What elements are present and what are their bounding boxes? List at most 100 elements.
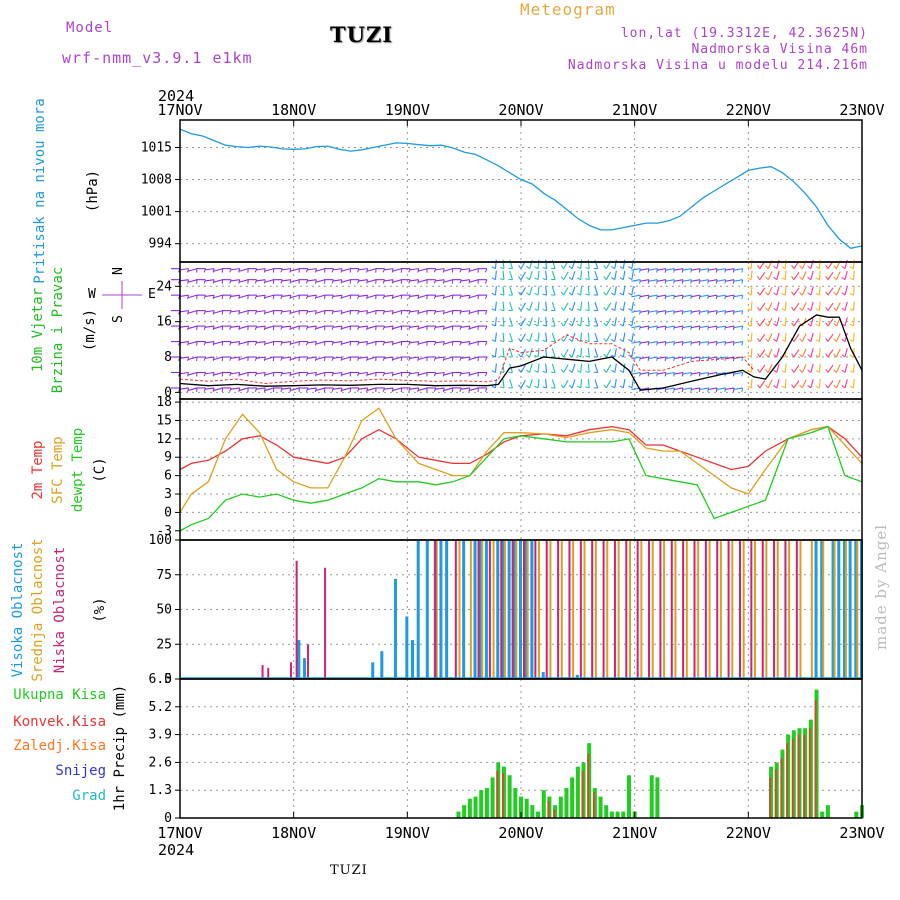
wind-barb-flag xyxy=(656,341,658,346)
wind-barb xyxy=(784,259,787,269)
cloud-bar xyxy=(507,540,511,679)
wind-barb-flag xyxy=(791,276,795,280)
wind-barb xyxy=(784,301,787,311)
wind-barb-flag xyxy=(765,322,769,327)
wind-barb xyxy=(759,287,766,296)
wind-barb-flag xyxy=(849,385,854,389)
wind-barb xyxy=(716,356,726,360)
wind-barb-flag xyxy=(576,277,581,281)
cloud-bar xyxy=(854,540,858,679)
wind-barb-flag xyxy=(263,387,266,392)
wind-barb-flag xyxy=(187,356,190,362)
precip-total-bar xyxy=(820,811,825,818)
wind-barb xyxy=(264,341,274,345)
wind-barb xyxy=(502,270,505,280)
wind-barb-flag xyxy=(841,265,846,270)
precip-conv-bar xyxy=(780,758,783,818)
wind-barb xyxy=(460,294,470,297)
cloud-bar xyxy=(545,540,548,679)
wind-barb xyxy=(179,268,189,271)
y-tick-label: 25 xyxy=(156,637,172,652)
wind-barb-flag xyxy=(732,310,735,315)
wind-barb-flag xyxy=(791,265,795,269)
wind-barb xyxy=(631,301,634,311)
wind-barb xyxy=(494,363,497,373)
wind-barb xyxy=(587,270,590,280)
wind-barb-flag xyxy=(229,310,232,315)
wind-barb xyxy=(631,310,641,313)
wind-barb-flag xyxy=(238,341,241,346)
wind-barb-flag xyxy=(690,279,692,284)
wind-barb xyxy=(502,317,505,327)
wind-barb xyxy=(818,332,821,342)
wind-barb-flag xyxy=(807,323,812,327)
wind-barb-flag xyxy=(664,372,667,377)
cloud-bar xyxy=(538,540,541,679)
wind-barb xyxy=(384,310,394,313)
cloud-bar xyxy=(303,658,307,679)
wind-barb-flag xyxy=(757,276,761,280)
wind-barb xyxy=(691,356,701,360)
wind-barb-flag xyxy=(187,372,190,377)
wind-barb-flag xyxy=(263,341,266,346)
wind-barb xyxy=(551,317,556,327)
wind-barb-flag xyxy=(468,325,471,331)
wind-barb-flag xyxy=(366,268,369,273)
wind-barb-flag xyxy=(263,279,266,284)
wind-barb-flag xyxy=(747,339,752,342)
wind-barb-flag xyxy=(628,385,633,389)
y-tick-label: -3 xyxy=(156,524,172,539)
wind-barb-flag xyxy=(639,372,641,377)
wind-barb xyxy=(545,286,548,296)
wind-barb xyxy=(563,271,569,280)
wind-barb-flag xyxy=(825,322,829,327)
wind-barb-flag xyxy=(314,279,317,284)
wind-barb-flag xyxy=(799,265,803,269)
wind-barb-flag xyxy=(212,295,215,300)
wind-barb xyxy=(179,387,189,390)
cloud-bar xyxy=(822,540,825,679)
wind-barb xyxy=(460,371,470,375)
wind-barb-flag xyxy=(357,279,360,284)
wind-barb xyxy=(674,294,684,298)
cloud-bar xyxy=(651,540,654,679)
wind-barb xyxy=(435,325,445,328)
wind-barb-flag xyxy=(484,372,488,377)
wind-barb-flag xyxy=(773,338,778,342)
wind-barb xyxy=(665,341,675,344)
wind-barb-flag xyxy=(628,308,633,312)
wind-barb xyxy=(656,325,667,329)
wind-barb xyxy=(801,333,807,342)
wind-barb-flag xyxy=(681,387,684,392)
cloud-bar xyxy=(513,540,517,679)
wind-barb xyxy=(852,348,855,358)
wind-barb-flag xyxy=(673,279,675,284)
wind-barb-flag xyxy=(408,341,411,346)
precip-total-bar xyxy=(484,788,489,818)
wind-barb xyxy=(551,286,556,296)
wind-barb-flag xyxy=(203,372,207,377)
wind-barb-flag xyxy=(289,341,292,346)
wind-barb xyxy=(818,259,821,269)
wind-barb-flag xyxy=(408,387,411,392)
wind-barb xyxy=(205,356,215,359)
wind-barb xyxy=(537,259,540,269)
wind-barb-flag xyxy=(254,310,258,315)
wind-barb-flag xyxy=(841,369,846,373)
wind-barb xyxy=(494,259,497,269)
wind-barb xyxy=(708,294,718,298)
wind-barb xyxy=(587,378,590,389)
wind-barb xyxy=(418,294,428,299)
wind-barb-flag xyxy=(849,339,854,342)
wind-barb-flag xyxy=(468,356,471,362)
wind-barb xyxy=(529,270,533,280)
wind-barb xyxy=(571,317,576,327)
wind-barb xyxy=(520,302,526,311)
wind-barb xyxy=(509,379,513,389)
wind-barb-flag xyxy=(603,276,607,280)
compass-s: S xyxy=(111,315,126,323)
wind-barb xyxy=(725,387,735,391)
wind-barb xyxy=(469,294,479,299)
precip-conv-bar xyxy=(587,753,590,818)
wind-barb xyxy=(665,294,675,298)
